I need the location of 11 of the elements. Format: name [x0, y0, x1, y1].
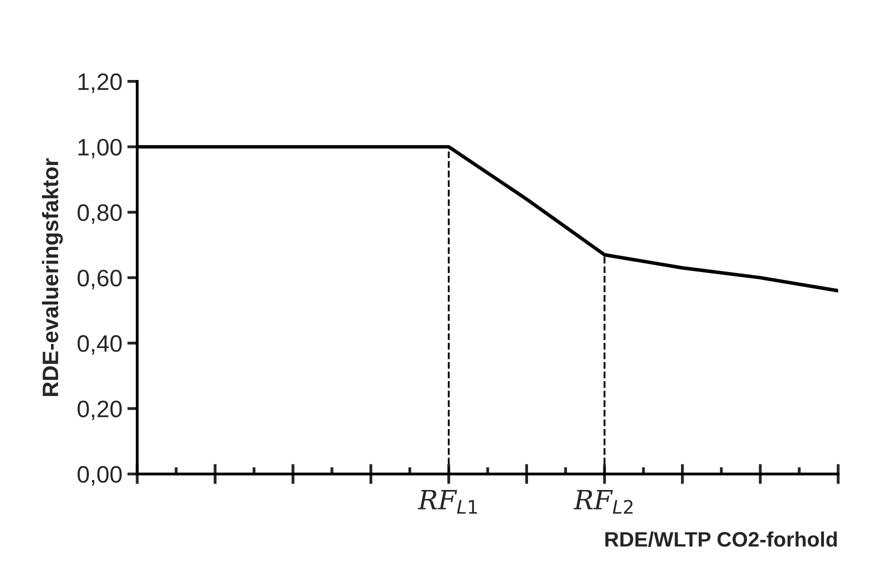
y-tick-label: 0,00: [78, 466, 122, 486]
x-axis-title: RDE/WLTP CO2-forhold: [605, 531, 837, 547]
y-tick-label: 0,60: [78, 270, 122, 290]
x-tick-label: RF$_{L1}$: [418, 490, 477, 514]
y-tick-label: 1,20: [78, 73, 122, 93]
y-tick-label: 0,80: [78, 204, 122, 224]
y-axis-title: RDE-evalueringsfaktor: [42, 158, 63, 396]
y-tick-label: 0,40: [78, 335, 122, 355]
y-tick-label: 0,20: [78, 400, 122, 420]
y-tick-label: 1,00: [78, 138, 122, 158]
x-tick-label: RF$_{L2}$: [574, 490, 633, 514]
